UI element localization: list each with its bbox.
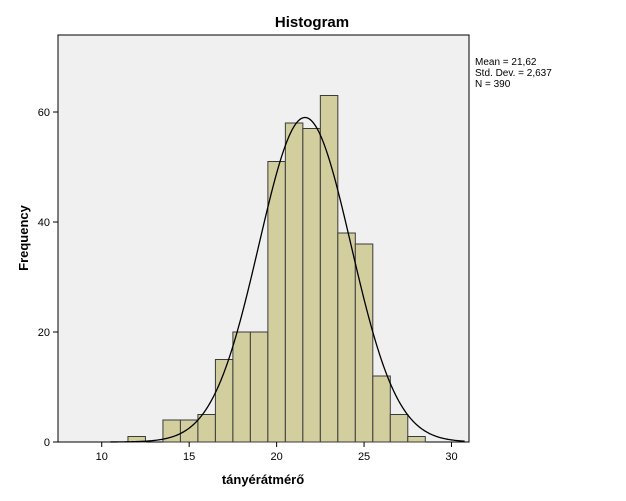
stats-line-3: N = 390 <box>475 79 511 90</box>
x-tick-label-10: 10 <box>96 451 108 463</box>
histogram-bar-8 <box>267 161 286 443</box>
x-axis-label: tányérátmérő <box>222 472 304 487</box>
histogram-bar-10 <box>302 128 321 443</box>
x-tick-label-30: 30 <box>445 451 457 463</box>
stats-line-1: Mean = 21,62 <box>475 57 537 68</box>
y-tick-label-60: 60 <box>38 107 50 119</box>
y-tick-label-20: 20 <box>38 327 50 339</box>
histogram-bar-16 <box>407 436 426 443</box>
histogram-bar-6 <box>232 331 251 443</box>
y-tick-label-40: 40 <box>38 217 50 229</box>
x-tick-label-20: 20 <box>270 451 282 463</box>
y-tick-label-0: 0 <box>44 437 50 449</box>
histogram-bar-11 <box>319 95 339 443</box>
y-axis-label: Frequency <box>16 204 31 271</box>
stats-line-2: Std. Dev. = 2,637 <box>475 68 552 79</box>
histogram-bar-14 <box>372 375 391 443</box>
histogram-bar-7 <box>249 331 269 443</box>
histogram-bar-12 <box>337 232 356 443</box>
x-tick-label-15: 15 <box>183 451 195 463</box>
y-axis: 0 20 40 60 <box>38 107 58 449</box>
x-tick-label-25: 25 <box>358 451 370 463</box>
histogram-bar-4 <box>197 414 216 443</box>
normal-curve <box>110 116 465 443</box>
histogram-bar-15 <box>389 414 409 443</box>
bars-group <box>127 95 426 443</box>
x-axis: 10 15 20 25 30 <box>96 442 458 463</box>
chart-title: Histogram <box>275 14 349 31</box>
histogram-bar-9 <box>284 122 304 443</box>
